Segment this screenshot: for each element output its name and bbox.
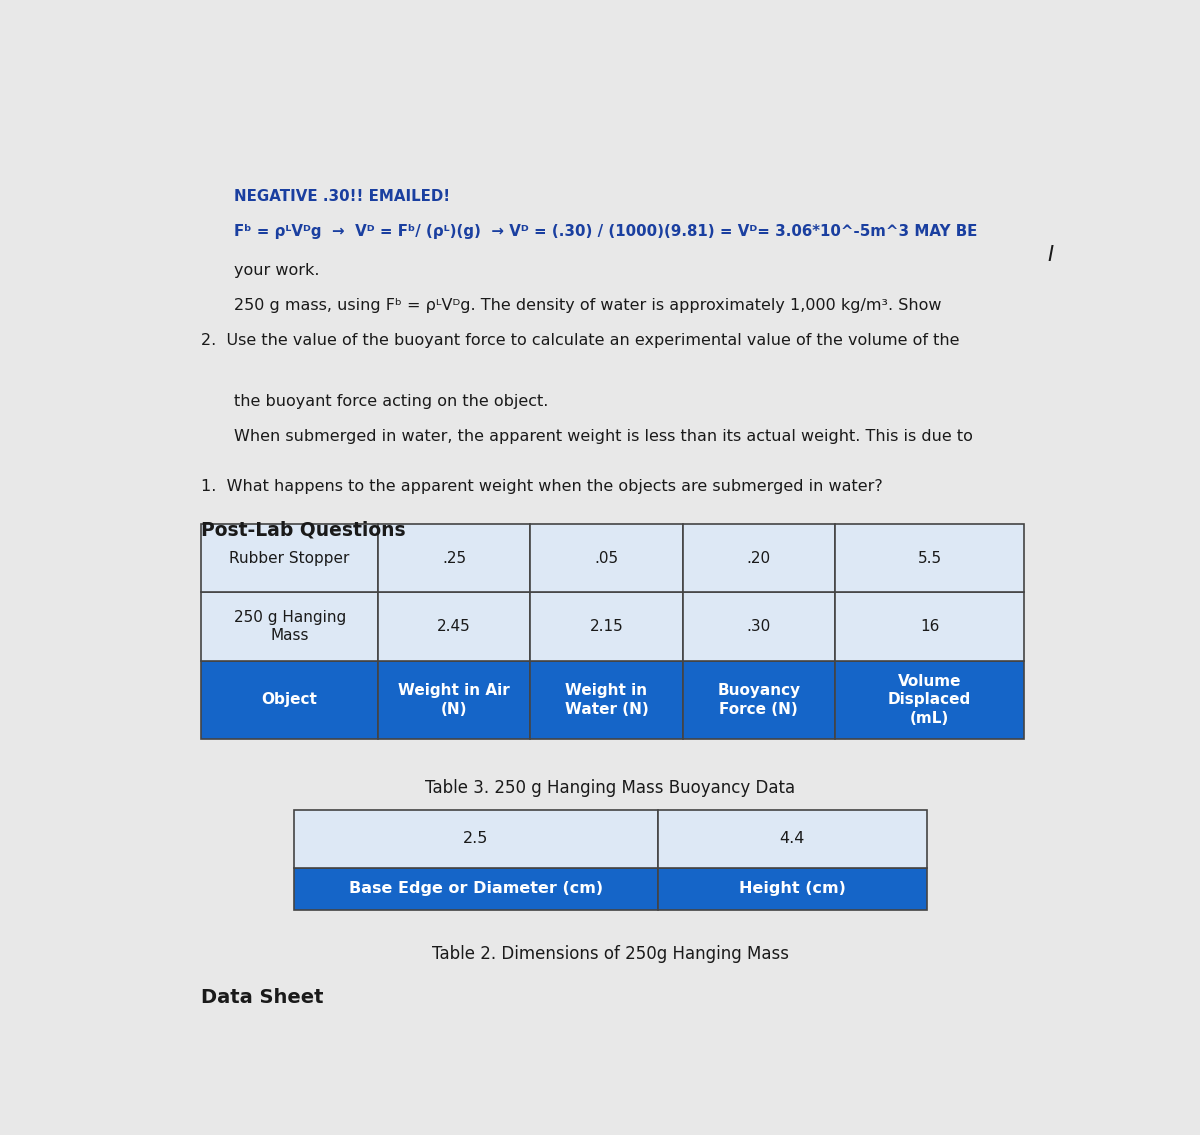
FancyBboxPatch shape (294, 810, 658, 867)
Text: 2.  Use the value of the buoyant force to calculate an experimental value of the: 2. Use the value of the buoyant force to… (202, 333, 960, 347)
Text: NEGATIVE .30!! EMAILED!: NEGATIVE .30!! EMAILED! (234, 188, 450, 203)
Text: .25: .25 (442, 550, 467, 566)
FancyBboxPatch shape (835, 592, 1025, 661)
Text: .20: .20 (746, 550, 770, 566)
FancyBboxPatch shape (378, 592, 530, 661)
Text: 2.5: 2.5 (463, 831, 488, 847)
Text: Post-Lab Questions: Post-Lab Questions (202, 521, 406, 540)
Text: 1.  What happens to the apparent weight when the objects are submerged in water?: 1. What happens to the apparent weight w… (202, 479, 883, 494)
Text: Weight in
Water (N): Weight in Water (N) (565, 683, 648, 716)
Text: Data Sheet: Data Sheet (202, 989, 324, 1007)
Text: Volume
Displaced
(mL): Volume Displaced (mL) (888, 674, 971, 726)
Text: I: I (1048, 245, 1054, 266)
Text: 4.4: 4.4 (780, 831, 805, 847)
FancyBboxPatch shape (202, 661, 378, 739)
Text: Base Edge or Diameter (cm): Base Edge or Diameter (cm) (349, 881, 604, 897)
FancyBboxPatch shape (683, 661, 835, 739)
Text: your work.: your work. (234, 263, 319, 278)
FancyBboxPatch shape (835, 661, 1025, 739)
Text: 2.15: 2.15 (589, 619, 623, 634)
FancyBboxPatch shape (683, 592, 835, 661)
FancyBboxPatch shape (202, 524, 378, 592)
Text: Weight in Air
(N): Weight in Air (N) (398, 683, 510, 716)
FancyBboxPatch shape (530, 592, 683, 661)
FancyBboxPatch shape (530, 661, 683, 739)
Text: Fᵇ = ρᴸVᴰg  →  Vᴰ = Fᵇ/ (ρᴸ)(g)  → Vᴰ = (.30) / (1000)(9.81) = Vᴰ= 3.06*10^-5m^3: Fᵇ = ρᴸVᴰg → Vᴰ = Fᵇ/ (ρᴸ)(g) → Vᴰ = (.3… (234, 224, 977, 238)
Text: the buoyant force acting on the object.: the buoyant force acting on the object. (234, 394, 548, 409)
Text: Object: Object (262, 692, 318, 707)
Text: Height (cm): Height (cm) (739, 881, 846, 897)
Text: .30: .30 (746, 619, 770, 634)
Text: Buoyancy
Force (N): Buoyancy Force (N) (718, 683, 800, 716)
FancyBboxPatch shape (378, 661, 530, 739)
Text: 2.45: 2.45 (437, 619, 472, 634)
Text: .05: .05 (594, 550, 618, 566)
FancyBboxPatch shape (835, 524, 1025, 592)
Text: 5.5: 5.5 (918, 550, 942, 566)
FancyBboxPatch shape (683, 524, 835, 592)
Text: Table 3. 250 g Hanging Mass Buoyancy Data: Table 3. 250 g Hanging Mass Buoyancy Dat… (425, 779, 796, 797)
Text: Table 2. Dimensions of 250g Hanging Mass: Table 2. Dimensions of 250g Hanging Mass (432, 944, 788, 962)
FancyBboxPatch shape (658, 867, 926, 909)
FancyBboxPatch shape (378, 524, 530, 592)
Text: Rubber Stopper: Rubber Stopper (229, 550, 350, 566)
FancyBboxPatch shape (294, 867, 658, 909)
Text: 16: 16 (920, 619, 940, 634)
Text: 250 g Hanging
Mass: 250 g Hanging Mass (234, 609, 346, 644)
Text: When submerged in water, the apparent weight is less than its actual weight. Thi: When submerged in water, the apparent we… (234, 429, 972, 444)
FancyBboxPatch shape (202, 592, 378, 661)
FancyBboxPatch shape (658, 810, 926, 867)
FancyBboxPatch shape (530, 524, 683, 592)
Text: 250 g mass, using Fᵇ = ρᴸVᴰg. The density of water is approximately 1,000 kg/m³.: 250 g mass, using Fᵇ = ρᴸVᴰg. The densit… (234, 297, 941, 313)
